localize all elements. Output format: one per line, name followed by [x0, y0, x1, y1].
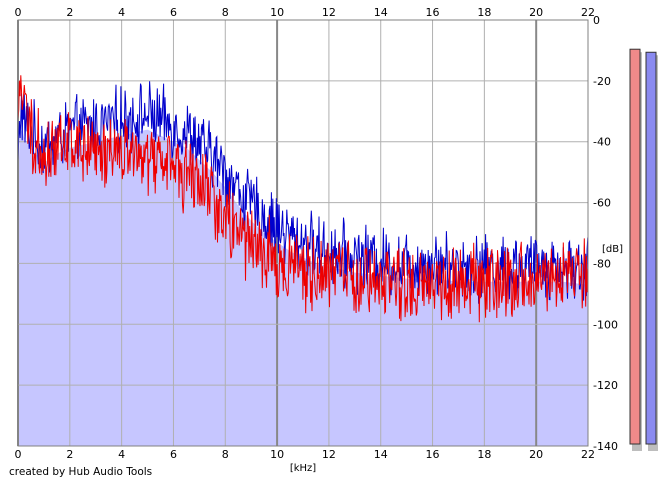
- x-axis-label: [kHz]: [290, 463, 316, 474]
- x-ticks-bottom: 0 2 4 6 8 10 12 14 16 18 20 22: [15, 448, 596, 461]
- x-ticks-top: 0 2 4 6 8 10 12 14 16 18 20 22: [15, 6, 596, 19]
- plot-border: [17, 19, 589, 447]
- y-tick-label: -40: [593, 136, 611, 149]
- y-tick-label: 0: [593, 14, 600, 27]
- series-line-1: [17, 75, 589, 323]
- x-tick-label-bottom: 2: [66, 448, 73, 461]
- x-tick-label-top: 8: [222, 6, 229, 19]
- x-tick-label-bottom: 12: [322, 448, 336, 461]
- x-tick-label-top: 2: [66, 6, 73, 19]
- y-tick-label: -20: [593, 75, 611, 88]
- x-tick-label-top: 14: [374, 6, 388, 19]
- y-tick-label: -100: [593, 318, 618, 331]
- x-tick-label-bottom: 0: [15, 448, 22, 461]
- x-tick-label-top: 6: [170, 6, 177, 19]
- x-tick-label-top: 18: [477, 6, 491, 19]
- x-tick-label-top: 12: [322, 6, 336, 19]
- level-meter-bar: [629, 48, 641, 445]
- y-ticks: 0 -20 -40 -60 -80 -100 -120 -140: [593, 14, 618, 453]
- x-tick-label-bottom: 22: [581, 448, 595, 461]
- x-tick-label-bottom: 14: [374, 448, 388, 461]
- level-meter-bar: [645, 51, 657, 445]
- x-tick-label-top: 16: [426, 6, 440, 19]
- credit-text: created by Hub Audio Tools: [9, 466, 153, 478]
- x-tick-label-bottom: 10: [270, 448, 284, 461]
- y-tick-label: -140: [593, 440, 618, 453]
- y-tick-label: -120: [593, 379, 618, 392]
- x-tick-label-bottom: 8: [222, 448, 229, 461]
- x-tick-label-top: 10: [270, 6, 284, 19]
- x-tick-label-bottom: 4: [118, 448, 125, 461]
- x-tick-label-top: 0: [15, 6, 22, 19]
- x-tick-label-bottom: 20: [529, 448, 543, 461]
- y-axis-label: [dB]: [602, 244, 623, 255]
- plot-frame: [17, 19, 589, 447]
- y-tick-label: -60: [593, 197, 611, 210]
- x-tick-label-top: 22: [581, 6, 595, 19]
- x-tick-label-bottom: 16: [426, 448, 440, 461]
- x-tick-label-bottom: 6: [170, 448, 177, 461]
- y-tick-label: -80: [593, 257, 611, 270]
- x-tick-label-top: 4: [118, 6, 125, 19]
- x-tick-label-top: 20: [529, 6, 543, 19]
- x-tick-label-bottom: 18: [477, 448, 491, 461]
- series-layer: [17, 75, 589, 323]
- level-meters: [629, 48, 658, 451]
